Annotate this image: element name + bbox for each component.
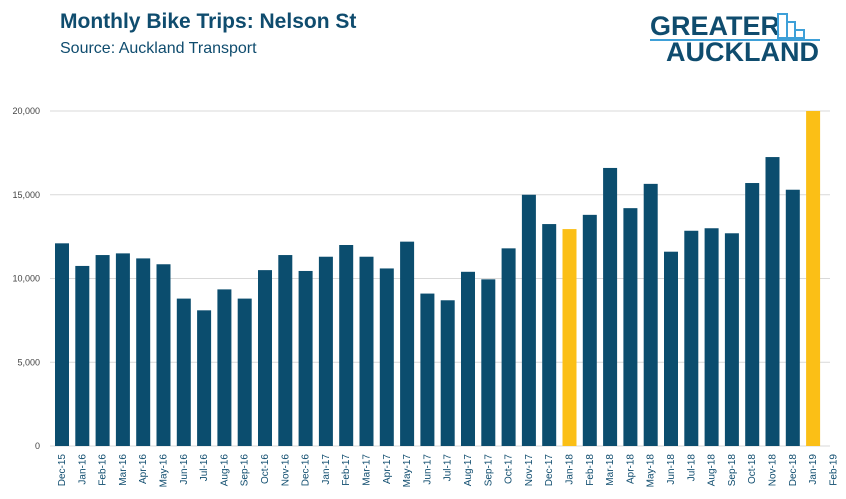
- x-tick-label: Jan-17: [321, 454, 332, 485]
- y-tick-label: 5,000: [17, 357, 40, 367]
- x-tick-label: Nov-16: [280, 454, 291, 487]
- bar-oct-16: [258, 270, 272, 446]
- x-tick-label: May-16: [159, 454, 170, 488]
- x-tick-label: Oct-17: [504, 454, 515, 484]
- chart-title: Monthly Bike Trips: Nelson St: [60, 10, 357, 33]
- x-tick-label: Dec-16: [301, 454, 312, 487]
- bar-jun-16: [176, 298, 191, 446]
- bar-oct-17: [501, 248, 516, 446]
- bar-may-17: [400, 241, 415, 446]
- x-tick-label: Jan-19: [808, 454, 819, 485]
- x-tick-label: Aug-16: [219, 454, 230, 487]
- y-tick-label: 20,000: [12, 106, 40, 116]
- bar-jul-18: [684, 230, 699, 446]
- x-tick-label: Apr-18: [625, 454, 636, 484]
- x-tick-label: May-17: [402, 454, 413, 488]
- logo-line1: GREATER: [650, 11, 780, 41]
- bar-nov-18: [765, 157, 780, 446]
- x-tick-label: Jun-18: [666, 454, 677, 485]
- bar-jun-18: [664, 251, 678, 446]
- bar-aug-17: [461, 271, 475, 446]
- bar-sep-17: [481, 279, 496, 446]
- x-tick-label: Feb-19: [828, 454, 839, 486]
- bar-nov-16: [278, 255, 293, 446]
- bar-jan-18: [562, 229, 577, 446]
- bar-nov-17: [521, 194, 536, 446]
- bar-jan-17: [318, 256, 333, 446]
- x-tick-label: Sep-17: [483, 454, 494, 487]
- logo-line2: AUCKLAND: [666, 37, 819, 64]
- chart-subtitle: Source: Auckland Transport: [60, 40, 257, 57]
- x-tick-label: Mar-18: [605, 454, 616, 486]
- x-tick-label: Mar-16: [118, 454, 129, 486]
- greater-auckland-logo: GREATER AUCKLAND: [650, 11, 820, 64]
- x-tick-label: Jul-17: [443, 454, 454, 482]
- x-tick-label: Oct-16: [260, 454, 271, 484]
- bar-sep-18: [724, 233, 739, 446]
- bar-aug-18: [704, 228, 719, 446]
- x-tick-label: Dec-15: [57, 454, 68, 487]
- y-tick-label: 15,000: [12, 190, 40, 200]
- bar-oct-18: [745, 183, 760, 446]
- bar-jul-16: [197, 310, 212, 446]
- x-tick-label: Nov-17: [524, 454, 535, 487]
- bar-may-18: [643, 183, 658, 447]
- x-tick-label: Jun-17: [422, 454, 433, 485]
- x-tick-label: Jul-16: [199, 454, 210, 482]
- bar-mar-16: [115, 253, 130, 446]
- x-tick-label: Feb-17: [341, 454, 352, 486]
- x-tick-label: Feb-18: [585, 454, 596, 486]
- x-tick-label: Apr-16: [138, 454, 149, 484]
- bar-jan-19: [806, 111, 821, 446]
- x-tick-label: Jun-16: [179, 454, 190, 485]
- bar-apr-16: [136, 258, 151, 446]
- bar-mar-18: [603, 167, 618, 446]
- x-tick-label: Feb-16: [98, 454, 109, 486]
- y-tick-label: 10,000: [12, 274, 40, 284]
- bar-jan-16: [75, 265, 90, 446]
- bar-jun-17: [420, 293, 435, 446]
- bar-dec-17: [542, 224, 557, 446]
- x-tick-label: Jul-18: [686, 454, 697, 482]
- bar-dec-15: [55, 243, 69, 446]
- x-tick-label: Dec-18: [788, 454, 799, 487]
- x-tick-label: Oct-18: [747, 454, 758, 484]
- bar-jul-17: [440, 300, 455, 446]
- bar-dec-18: [785, 189, 800, 446]
- bar-sep-16: [237, 298, 252, 446]
- x-tick-label: Sep-16: [240, 454, 251, 487]
- bar-feb-17: [339, 245, 354, 446]
- x-tick-label: Apr-17: [382, 454, 393, 484]
- bar-feb-16: [95, 255, 110, 446]
- bar-feb-18: [582, 214, 597, 446]
- x-tick-label: Aug-17: [463, 454, 474, 487]
- x-tick-label: Mar-17: [362, 454, 373, 486]
- y-tick-label: 0: [35, 441, 40, 451]
- bar-dec-16: [298, 270, 313, 446]
- x-tick-label: Jan-18: [565, 454, 576, 485]
- x-tick-label: May-18: [646, 454, 657, 488]
- bar-mar-17: [359, 256, 374, 446]
- x-tick-label: Sep-18: [727, 454, 738, 487]
- x-tick-label: Jan-16: [77, 454, 88, 485]
- bar-may-16: [156, 264, 171, 446]
- bar-aug-16: [217, 289, 232, 446]
- x-tick-label: Dec-17: [544, 454, 555, 487]
- bar-apr-17: [379, 268, 394, 446]
- x-tick-label: Aug-18: [707, 454, 718, 487]
- bar-apr-18: [623, 208, 638, 446]
- x-tick-label: Nov-18: [768, 454, 779, 487]
